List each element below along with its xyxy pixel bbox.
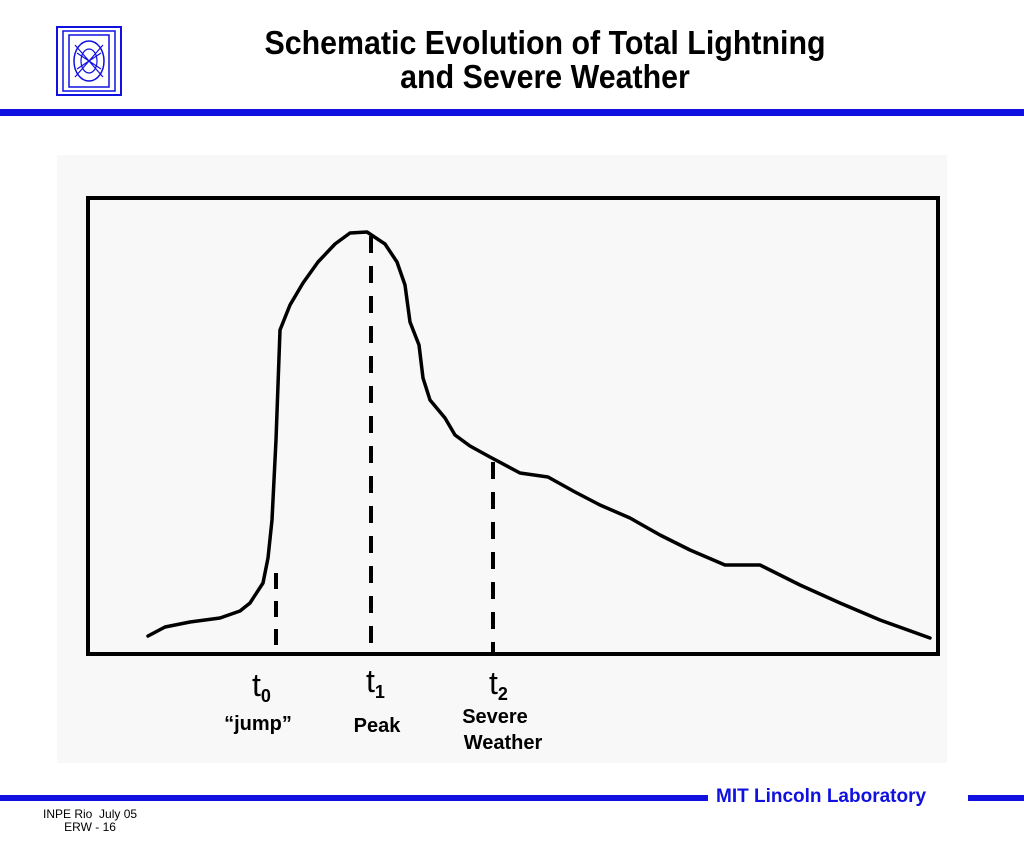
marker-t1-label: Peak bbox=[354, 715, 402, 737]
marker-t0-symbol: t0 bbox=[252, 667, 271, 706]
footer-org: MIT Lincoln Laboratory bbox=[716, 786, 927, 807]
title-line-2: and Severe Weather bbox=[400, 58, 690, 95]
footer-meta-line2: ERW - 16 bbox=[64, 820, 116, 834]
figure-background bbox=[57, 155, 947, 763]
footer-meta: INPE Rio July 05 ERW - 16 bbox=[43, 808, 137, 834]
mit-ll-logo-icon bbox=[56, 26, 122, 96]
marker-t1-subscript: 1 bbox=[375, 682, 385, 702]
lightning-curve bbox=[146, 230, 932, 640]
header-divider bbox=[0, 109, 1024, 116]
footer-divider-right bbox=[968, 795, 1024, 801]
marker-t2-label-line2: Weather bbox=[464, 732, 543, 754]
title-line-1: Schematic Evolution of Total Lightning bbox=[264, 24, 826, 61]
page-title: Schematic Evolution of Total Lightning a… bbox=[172, 26, 917, 94]
marker-t2-symbol: t2 bbox=[489, 665, 508, 704]
marker-t0-subscript: 0 bbox=[261, 686, 271, 706]
marker-t1-symbol: t1 bbox=[366, 663, 385, 702]
footer-meta-line1: INPE Rio July 05 bbox=[43, 807, 138, 821]
marker-t0-label: “jump” bbox=[224, 713, 292, 735]
marker-t2-label-line1: Severe bbox=[462, 706, 528, 728]
plot-frame bbox=[86, 196, 940, 656]
marker-t2-subscript: 2 bbox=[498, 684, 508, 704]
footer-divider-left bbox=[0, 795, 708, 801]
